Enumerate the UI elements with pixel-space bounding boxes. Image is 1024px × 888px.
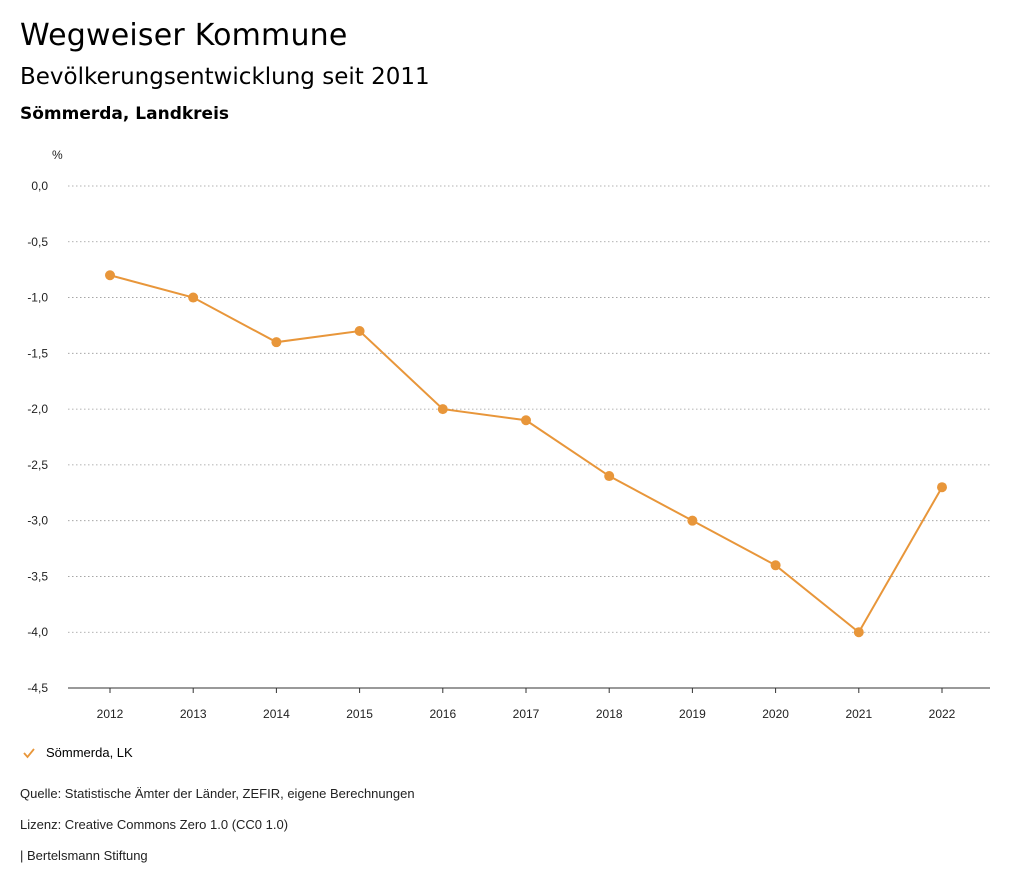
y-axis-ticks: 0,0 -0,5 -1,0 -1,5 -2,0 -2,5 -3,0 -3,5 -4,0 -4,5 [27,179,48,695]
y-tick-label: -4,0 [27,625,48,639]
y-tick-label: -4,5 [27,681,48,695]
legend-check-icon [23,747,35,758]
legend-label: Sömmerda, LK [46,745,133,760]
y-tick-label: 0,0 [31,179,48,193]
publisher-note: | Bertelsmann Stiftung [20,848,148,863]
data-point[interactable] [853,627,864,638]
y-tick-label: -2,5 [27,458,48,472]
data-point[interactable] [188,292,199,303]
data-point[interactable] [604,471,615,482]
x-axis-ticks: 2012 2013 2014 2015 2016 2017 2018 2019 2020 2021… [97,688,956,721]
data-point[interactable] [271,337,282,348]
x-tick-label: 2014 [263,707,290,721]
legend[interactable]: Sömmerda, LK [22,745,133,760]
data-point[interactable] [105,270,115,281]
x-tick-label: 2017 [513,707,540,721]
series-soemmerda [105,270,947,638]
page-title: Wegweiser Kommune [20,18,348,53]
source-note: Quelle: Statistische Ämter der Länder, Z… [20,786,415,801]
data-point[interactable] [937,482,947,493]
x-tick-label: 2016 [429,707,456,721]
data-point[interactable] [770,560,781,571]
x-tick-label: 2012 [97,707,124,721]
region-name: Sömmerda, Landkreis [20,104,230,124]
y-axis-unit: % [52,148,63,162]
y-tick-label: -0,5 [27,235,48,249]
x-tick-label: 2020 [762,707,789,721]
y-tick-label: -3,5 [27,569,48,583]
x-tick-label: 2019 [679,707,706,721]
y-tick-label: -2,0 [27,402,48,416]
grid-lines [68,185,990,633]
line-chart: % 0,0 -0,5 -1,0 -1,5 -2,0 -2,5 -3,0 -3,5 -4,0 -4,… [27,148,990,721]
x-tick-label: 2013 [180,707,207,721]
y-tick-label: -1,0 [27,291,48,305]
data-point[interactable] [354,326,365,337]
x-tick-label: 2015 [346,707,373,721]
x-tick-label: 2021 [845,707,872,721]
chart-subtitle: Bevölkerungsentwicklung seit 2011 [20,64,430,90]
x-tick-label: 2018 [596,707,623,721]
y-tick-label: -1,5 [27,346,48,360]
x-tick-label: 2022 [929,707,956,721]
data-point[interactable] [521,415,531,426]
license-note: Lizenz: Creative Commons Zero 1.0 (CC0 1… [20,817,289,832]
data-point[interactable] [437,404,448,415]
y-tick-label: -3,0 [27,514,48,528]
series-line [109,274,943,634]
data-point[interactable] [687,515,698,526]
